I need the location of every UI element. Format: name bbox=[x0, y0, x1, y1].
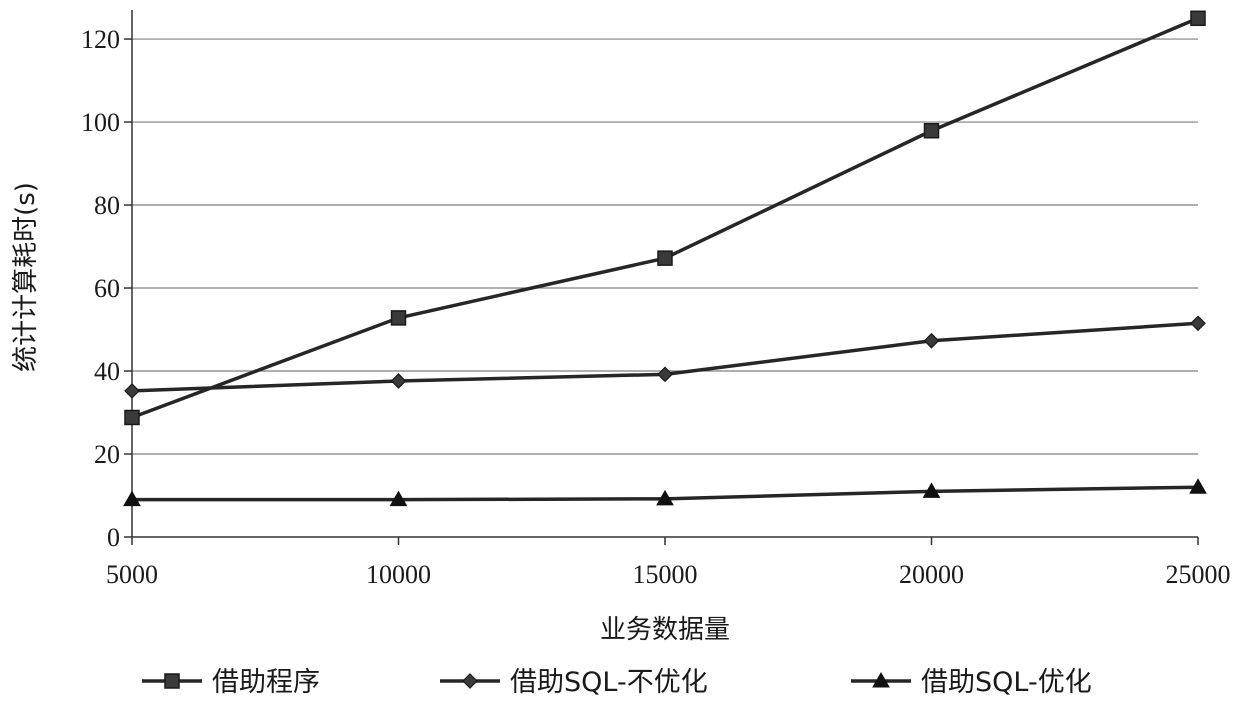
x-axis-title: 业务数据量 bbox=[600, 615, 730, 645]
data-point-2-20000 bbox=[923, 332, 940, 349]
legend-item-1: 借助程序 bbox=[142, 667, 320, 698]
data-point-3-25000 bbox=[1189, 478, 1207, 494]
legend-marker-3 bbox=[872, 671, 890, 688]
y-tick-label-40: 40 bbox=[94, 357, 120, 386]
x-tick-label-25000: 25000 bbox=[1166, 560, 1231, 589]
legend: 借助程序 借助SQL-不优化 借助SQL-优化 bbox=[142, 667, 1092, 698]
series-2 bbox=[124, 315, 1206, 399]
y-tick-label-80: 80 bbox=[94, 191, 120, 220]
gridlines bbox=[132, 38, 1198, 455]
y-tick-label-60: 60 bbox=[94, 274, 120, 303]
series-group bbox=[123, 10, 1207, 507]
data-point-3-15000 bbox=[656, 489, 674, 506]
x-tick-label-20000: 20000 bbox=[899, 560, 964, 589]
y-axis-title: 统计计算耗时(s) bbox=[11, 182, 41, 372]
data-point-2-25000 bbox=[1190, 315, 1206, 332]
data-point-2-15000 bbox=[657, 366, 673, 383]
x-tick-label-15000: 15000 bbox=[633, 560, 698, 589]
data-point-2-10000 bbox=[390, 373, 407, 389]
y-axis-ticks: 0 20 40 60 80 100 120 bbox=[81, 25, 132, 552]
data-point-1-25000 bbox=[1190, 10, 1206, 27]
series-3 bbox=[123, 478, 1207, 507]
legend-label-2: 借助SQL-不优化 bbox=[510, 667, 708, 698]
legend-item-2: 借助SQL-不优化 bbox=[440, 667, 708, 698]
data-point-1-5000 bbox=[124, 409, 140, 426]
data-point-1-10000 bbox=[390, 310, 407, 326]
data-point-3-10000 bbox=[389, 490, 408, 507]
legend-marker-2 bbox=[462, 673, 478, 689]
data-point-3-20000 bbox=[922, 482, 941, 498]
legend-label-3: 借助SQL-优化 bbox=[921, 667, 1092, 698]
data-point-3-5000 bbox=[123, 490, 141, 507]
y-tick-label-100: 100 bbox=[81, 108, 120, 137]
legend-item-3: 借助SQL-优化 bbox=[851, 667, 1092, 698]
y-tick-label-0: 0 bbox=[107, 523, 120, 552]
x-axis-ticks: 5000 10000 15000 20000 25000 bbox=[106, 537, 1231, 589]
series-line-1 bbox=[131, 16, 1199, 420]
data-point-1-15000 bbox=[657, 250, 673, 266]
y-tick-label-20: 20 bbox=[94, 440, 120, 469]
x-tick-label-5000: 5000 bbox=[106, 560, 158, 589]
x-tick-label-10000: 10000 bbox=[366, 560, 431, 589]
y-tick-label-120: 120 bbox=[81, 25, 120, 54]
axes bbox=[131, 10, 1198, 538]
data-point-1-20000 bbox=[923, 123, 940, 139]
legend-marker-1 bbox=[164, 673, 180, 689]
legend-label-1: 借助程序 bbox=[212, 667, 320, 698]
data-point-2-5000 bbox=[124, 383, 140, 399]
series-1 bbox=[124, 10, 1206, 426]
